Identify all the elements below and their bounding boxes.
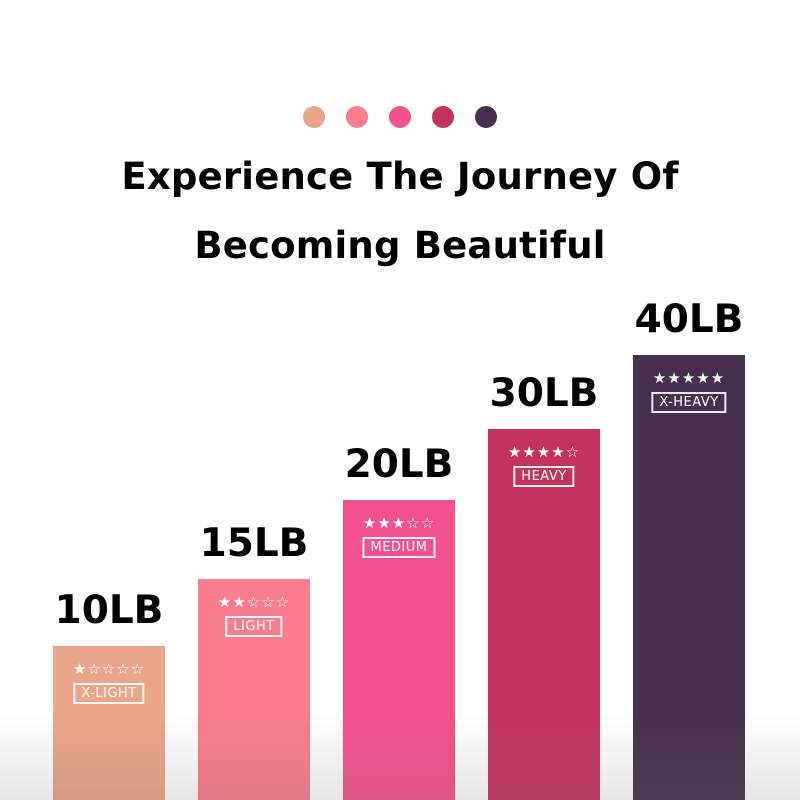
- weight-label: 10LB: [54, 588, 164, 633]
- star-rating: ★★★★☆: [507, 443, 581, 461]
- weight-label: 30LB: [489, 371, 599, 416]
- color-dot: [432, 106, 454, 128]
- star-rating: ★★☆☆☆: [217, 593, 291, 611]
- headline-line-1: Experience The Journey Of: [121, 155, 679, 198]
- resistance-bar: ★☆☆☆☆ X-LIGHT: [53, 646, 165, 800]
- star-rating: ★★★★★: [652, 369, 726, 387]
- resistance-bar: ★★★☆☆ MEDIUM: [343, 500, 455, 800]
- level-tag: HEAVY: [513, 466, 575, 487]
- headline-line-2: Becoming Beautiful: [194, 224, 606, 267]
- color-dot: [475, 106, 497, 128]
- weight-label: 15LB: [199, 521, 309, 566]
- weight-label: 20LB: [344, 442, 454, 487]
- resistance-bar: ★★★★☆ HEAVY: [488, 429, 600, 800]
- resistance-bar: ★★☆☆☆ LIGHT: [198, 579, 310, 800]
- level-tag: X-LIGHT: [73, 683, 145, 704]
- weight-label: 40LB: [634, 297, 744, 342]
- level-tag: MEDIUM: [362, 537, 436, 558]
- resistance-bar: ★★★★★ X-HEAVY: [633, 355, 745, 800]
- color-dot: [389, 106, 411, 128]
- color-dots: [0, 106, 800, 128]
- level-tag: LIGHT: [225, 616, 283, 637]
- star-rating: ★☆☆☆☆: [72, 660, 146, 678]
- color-dot: [346, 106, 368, 128]
- level-tag: X-HEAVY: [651, 392, 727, 413]
- star-rating: ★★★☆☆: [362, 514, 436, 532]
- color-dot: [303, 106, 325, 128]
